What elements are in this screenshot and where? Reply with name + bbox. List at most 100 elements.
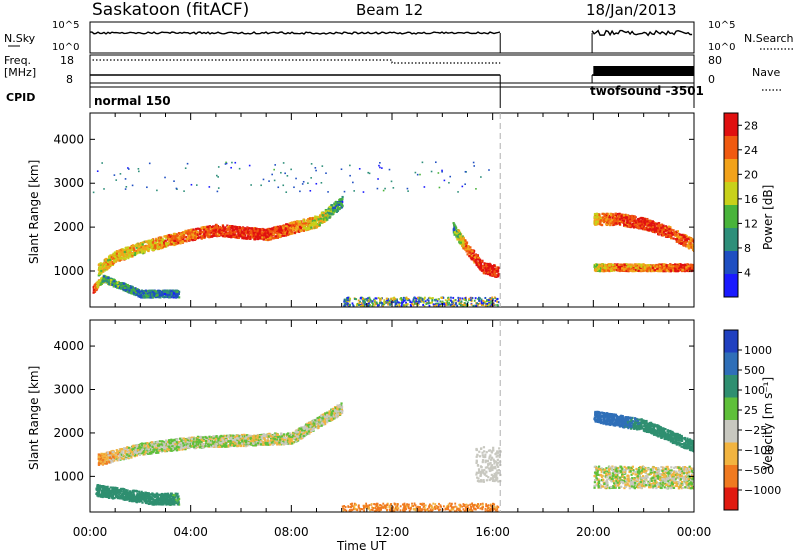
power-echo-main-band: [139, 242, 143, 245]
power-echo-main-band: [171, 239, 175, 242]
power-echo-low-band: [136, 288, 139, 291]
power-echo-low-band: [96, 282, 99, 285]
power-echo-main-band: [159, 247, 162, 250]
power-echo-main-band: [194, 233, 198, 236]
power-echo-16-UT-echo: [457, 236, 461, 239]
power-echo-16-UT-echo: [489, 266, 492, 269]
power-echo-late-band-upper: [660, 224, 663, 227]
power-echo-16-UT-echo: [469, 248, 472, 252]
power-echo-late-band-upper: [596, 223, 599, 226]
power-echo-main-band: [175, 233, 178, 236]
power-echo-late-band-upper: [613, 217, 616, 220]
power-echo-main-band: [253, 229, 256, 232]
power-echo-main-band: [108, 263, 111, 266]
power-echo-late-band-lower: [681, 265, 684, 268]
power-echo-main-band: [97, 263, 100, 266]
power-echo-low-band: [111, 282, 114, 285]
power-echo-main-band: [225, 234, 228, 238]
power-echo-late-band-lower: [657, 265, 660, 269]
power-echo-late-band-upper: [615, 220, 618, 223]
power-echo-late-band-lower: [686, 266, 689, 270]
power-echo-16-UT-echo: [457, 231, 460, 235]
power-echo-low-band: [102, 278, 105, 282]
power-echo-late-band-upper: [662, 227, 665, 230]
power-echo-late-band-upper: [670, 235, 673, 238]
power-echo-main-band: [127, 252, 131, 256]
power-echo-late-band-upper: [624, 223, 627, 227]
power-echo-main-band: [158, 243, 161, 246]
power-echo-16-UT-echo: [454, 226, 458, 229]
power-echo-main-band: [160, 245, 164, 248]
nsky-label: N.Sky: [4, 32, 36, 45]
power-echo-main-band: [150, 238, 154, 242]
power-echo-late-band-upper: [676, 230, 680, 233]
power-echo-16-UT-echo: [481, 265, 485, 268]
power-echo-late-band-upper: [625, 225, 628, 228]
power-echo-main-band: [185, 231, 189, 234]
power-echo-main-band: [259, 236, 262, 239]
power-echo-main-band: [237, 232, 240, 235]
power-echo-late-band-upper: [692, 244, 694, 247]
power-echo-late-band-upper: [665, 227, 668, 230]
power-echo-low-band: [116, 281, 119, 285]
power-echo-main-band: [292, 228, 295, 231]
power-echo-late-band-lower: [594, 265, 597, 268]
power-echo-main-band: [151, 241, 154, 244]
power-echo-late-band-upper: [639, 222, 642, 225]
power-echo-main-band: [311, 217, 314, 220]
power-echo-late-band-lower: [629, 265, 632, 268]
power-echo-main-band: [146, 241, 149, 244]
power-echo-late-band-upper: [598, 222, 602, 225]
power-echo-main-band: [129, 247, 132, 250]
power-echo-main-band: [291, 226, 295, 230]
power-echo-main-band: [123, 250, 126, 254]
power-echo-late-band-lower: [613, 265, 616, 268]
power-echo-16-UT-echo: [479, 267, 483, 270]
power-echo-main-band: [291, 232, 294, 235]
power-echo-16-UT-echo: [475, 263, 478, 266]
power-echo-main-band: [115, 252, 118, 255]
power-echo-late-band-lower: [686, 263, 689, 266]
power-echo-main-band: [165, 245, 168, 248]
power-echo-main-band: [289, 232, 292, 235]
power-echo-low-band: [158, 292, 161, 295]
power-echo-low-band: [132, 291, 135, 294]
power-echo-16-UT-echo: [471, 251, 474, 255]
power-echo-low-band: [101, 280, 105, 283]
power-echo-late-band-upper: [664, 232, 667, 236]
power-echo-main-band: [156, 247, 159, 251]
power-echo-late-band-upper: [619, 213, 623, 216]
power-echo-main-band: [136, 243, 139, 246]
power-echo-low-band: [155, 291, 158, 295]
power-echo-late-band-upper: [656, 227, 659, 230]
power-echo-main-band: [102, 266, 105, 270]
power-echo-late-band-upper: [616, 219, 619, 222]
power-echo-16-UT-echo: [461, 240, 465, 243]
power-echo-late-band-upper: [668, 227, 671, 230]
power-echo-low-band: [129, 288, 132, 291]
power-echo-main-band: [236, 228, 239, 231]
power-echo-late-band-upper: [660, 229, 664, 233]
power-echo-late-band-upper: [634, 222, 638, 225]
power-echo-late-band-upper: [682, 233, 685, 236]
power-echo-main-band: [189, 229, 192, 232]
power-echo-late-band-upper: [657, 230, 660, 233]
power-echo-main-band: [248, 231, 251, 234]
power-echo-main-band: [284, 225, 287, 228]
power-echo-late-band-lower: [596, 268, 600, 271]
power-echo-main-band: [303, 224, 306, 227]
power-echo-late-band-upper: [670, 228, 673, 231]
power-echo-main-band: [128, 249, 132, 252]
power-echo-low-band: [104, 277, 108, 280]
power-echo-16-UT-echo: [461, 244, 464, 247]
power-echo-main-band: [118, 258, 122, 262]
power-echo-late-band-upper: [605, 212, 608, 215]
power-echo-late-band-upper: [598, 216, 601, 219]
power-echo-late-band-upper: [670, 236, 673, 239]
power-echo-late-band-lower: [673, 267, 676, 270]
power-echo-main-band: [331, 210, 334, 213]
power-echo-late-band-upper: [635, 224, 638, 227]
power-echo-late-band-upper: [606, 212, 610, 215]
power-echo-main-band: [174, 234, 178, 237]
power-echo-low-band: [122, 284, 126, 288]
